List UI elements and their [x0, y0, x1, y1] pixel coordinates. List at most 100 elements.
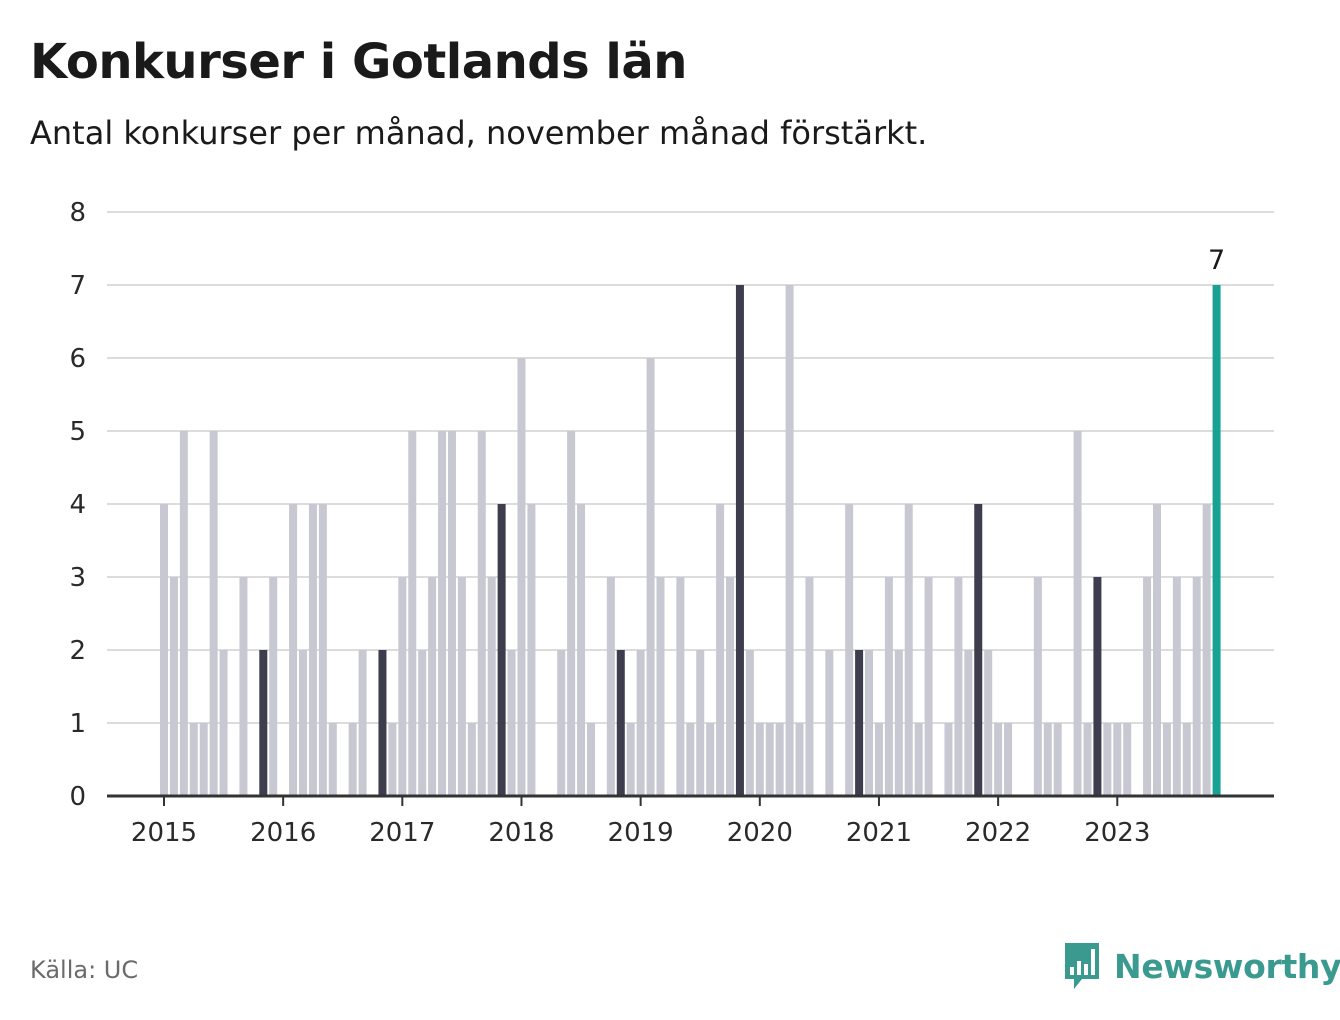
bar — [308, 504, 317, 796]
bar — [716, 504, 725, 796]
bar — [527, 504, 536, 796]
x-tick-label: 2015 — [131, 818, 197, 848]
bar — [1153, 504, 1161, 796]
bar — [586, 723, 595, 796]
bar — [1043, 723, 1052, 796]
bar — [348, 723, 357, 796]
bar — [964, 650, 973, 796]
x-tick-label: 2016 — [250, 818, 316, 848]
bar — [795, 723, 804, 796]
x-tick-label: 2020 — [727, 818, 793, 848]
bar — [497, 504, 506, 796]
bar — [726, 577, 735, 796]
x-tick-label: 2023 — [1084, 818, 1150, 848]
bar — [874, 723, 883, 796]
chart-subtitle: Antal konkurser per månad, november måna… — [30, 114, 928, 152]
bar — [1212, 285, 1221, 796]
bar — [1004, 723, 1013, 796]
bar — [1182, 723, 1191, 796]
bar — [914, 723, 923, 796]
bar — [706, 723, 715, 796]
chart-title: Konkurser i Gotlands län — [30, 34, 687, 90]
bar — [438, 431, 447, 796]
bar — [974, 504, 983, 796]
bar — [865, 650, 874, 796]
bar — [1103, 723, 1112, 796]
bar — [924, 577, 933, 796]
bar — [944, 723, 953, 796]
bar — [894, 650, 903, 796]
y-tick-label: 6 — [69, 344, 86, 374]
y-tick-label: 7 — [69, 271, 86, 301]
bar — [1192, 577, 1201, 796]
bar — [755, 723, 764, 796]
bar — [418, 650, 427, 796]
bar — [606, 577, 615, 796]
y-tick-label: 0 — [69, 782, 86, 812]
bar — [1113, 723, 1122, 796]
bar — [328, 723, 337, 796]
y-tick-label: 1 — [69, 709, 86, 739]
bar — [1093, 577, 1102, 796]
bar — [1033, 577, 1042, 796]
bars — [160, 285, 1221, 796]
bar — [825, 650, 834, 796]
bar — [447, 431, 456, 796]
bar — [1083, 723, 1092, 796]
bar — [765, 723, 774, 796]
x-tick-label: 2021 — [846, 818, 912, 848]
bar — [467, 723, 476, 796]
bar — [676, 577, 685, 796]
bar — [984, 650, 993, 796]
bar — [189, 723, 198, 796]
bar — [1143, 577, 1152, 796]
bar — [745, 650, 754, 796]
bar — [199, 723, 208, 796]
bar — [785, 285, 794, 796]
bar — [269, 577, 278, 796]
bar — [457, 577, 466, 796]
bar — [1162, 723, 1171, 796]
bar — [160, 504, 168, 796]
x-axis-ticks: 2015 2016 2017 2018 2019 2020 2021 2022 2023 — [131, 796, 1150, 848]
bar — [884, 577, 893, 796]
bar — [299, 650, 308, 796]
bar — [388, 723, 397, 796]
bar — [954, 577, 963, 796]
bar — [845, 504, 854, 796]
y-tick-label: 3 — [69, 563, 86, 593]
bar — [179, 431, 188, 796]
x-tick-label: 2017 — [369, 818, 435, 848]
bar — [686, 723, 695, 796]
y-tick-label: 2 — [69, 636, 86, 666]
brand-logo: Newsworthy — [1062, 940, 1340, 992]
bar — [289, 504, 298, 796]
bar — [219, 650, 228, 796]
bar — [517, 358, 526, 796]
bar — [567, 431, 576, 796]
bar — [408, 431, 417, 796]
bar — [1053, 723, 1062, 796]
bar — [626, 723, 635, 796]
bar — [209, 431, 218, 796]
bar — [1123, 723, 1132, 796]
bar — [428, 577, 437, 796]
brand-name: Newsworthy — [1114, 946, 1340, 986]
bar — [358, 650, 367, 796]
bar — [259, 650, 268, 796]
bar — [696, 650, 705, 796]
bar — [636, 650, 645, 796]
bar — [477, 431, 486, 796]
bar — [656, 577, 665, 796]
bar — [805, 577, 814, 796]
bar — [735, 285, 744, 796]
x-tick-label: 2022 — [965, 818, 1031, 848]
data-labels: 7 — [1208, 245, 1225, 276]
bar — [1202, 504, 1211, 796]
latest-value-label: 7 — [1208, 245, 1225, 276]
bar — [904, 504, 913, 796]
bar — [1073, 431, 1082, 796]
bar — [994, 723, 1003, 796]
bar — [646, 358, 655, 796]
